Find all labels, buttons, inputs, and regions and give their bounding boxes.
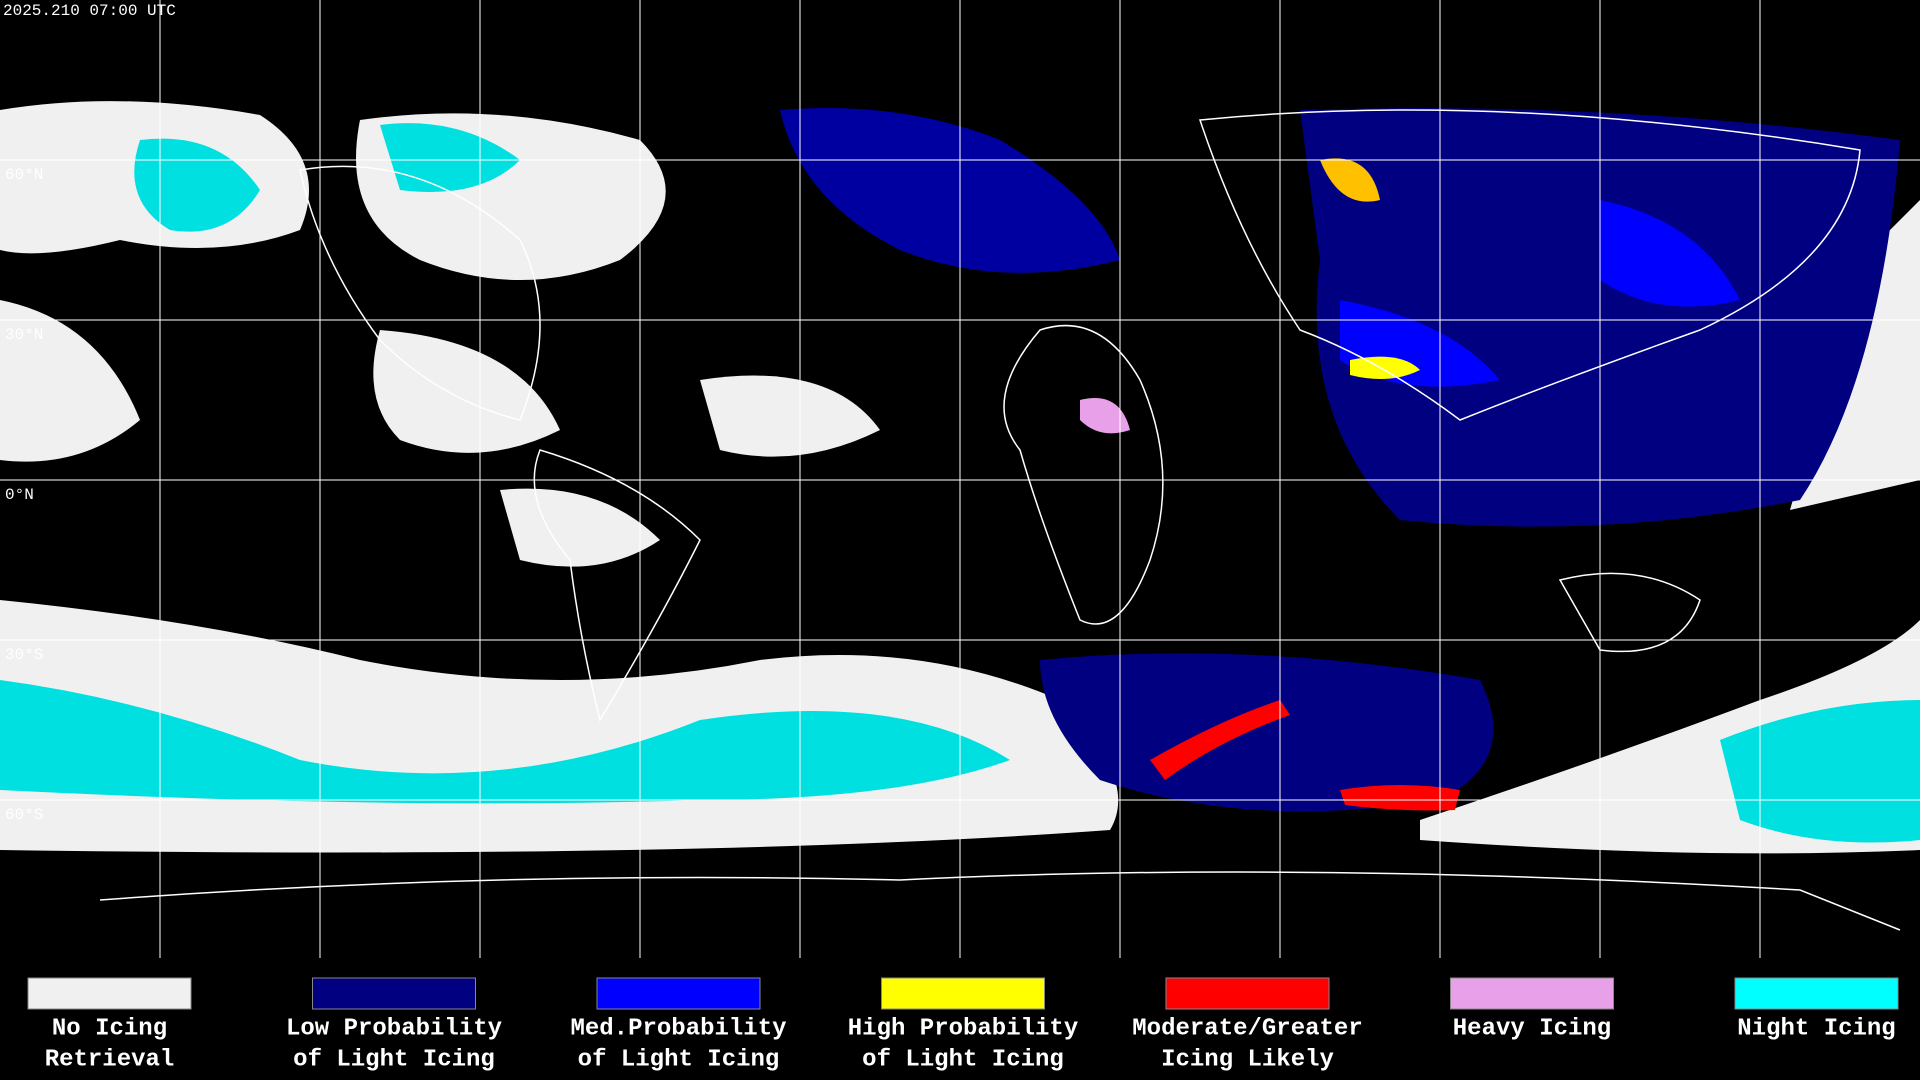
night-icing-area [1720,700,1920,843]
legend-label: Med.Probability [570,1015,786,1042]
latitude-label: 0°N [5,486,34,504]
moderate-icing-area [1340,785,1460,811]
legend-label: Moderate/Greater [1132,1015,1362,1042]
night-icing-area [380,123,520,192]
legend-swatch [596,977,761,1010]
night-icing-area [0,680,1010,804]
legend-label: of Light Icing [862,1046,1064,1073]
timestamp: 2025.210 07:00 UTC [3,2,176,20]
legend-label: of Light Icing [578,1046,780,1073]
high-icing-area [1320,158,1380,202]
coastline [1198,109,1861,421]
legend-label: Icing Likely [1161,1046,1334,1073]
latitude-label: 30°N [5,326,43,344]
legend-swatch [881,977,1045,1010]
latitude-label: 30°S [5,646,43,664]
legend-label: Low Probability [286,1015,502,1042]
latitude-label: 60°N [5,166,43,184]
med-icing-area [1600,200,1740,307]
coastline [533,449,701,722]
legend: No Icing Retrieval Low Probability of Light… [27,977,1899,1073]
night-icing-area [134,138,260,232]
graticule: 60°N 30°N 0°N 30°S 60°S [0,0,1920,958]
legend-label: High Probability [848,1015,1078,1042]
legend-label: Retrieval [45,1046,175,1073]
cloud-area [373,330,560,453]
coastline [99,871,1901,931]
coastline [1003,324,1164,625]
legend-label: No Icing [52,1015,167,1042]
heavy-icing-area [1080,398,1130,434]
legend-swatch [1450,977,1614,1010]
cloud-area [500,488,660,567]
latitude-label: 60°S [5,806,43,824]
coastline [299,165,541,421]
legend-swatch [27,977,192,1010]
cloud-area [0,300,140,462]
legend-label: Night Icing [1737,1015,1895,1042]
high-icing-area [1350,356,1420,379]
legend-label: Heavy Icing [1453,1015,1611,1042]
legend-swatch [1734,977,1899,1010]
cloud-area [700,375,880,457]
low-icing-area [1040,653,1494,812]
legend-label: of Light Icing [293,1046,495,1073]
legend-swatch [1165,977,1330,1010]
coastline [1558,572,1701,653]
legend-swatch [312,977,476,1010]
moderate-icing-area [1150,700,1290,780]
low-icing-area [780,108,1120,273]
